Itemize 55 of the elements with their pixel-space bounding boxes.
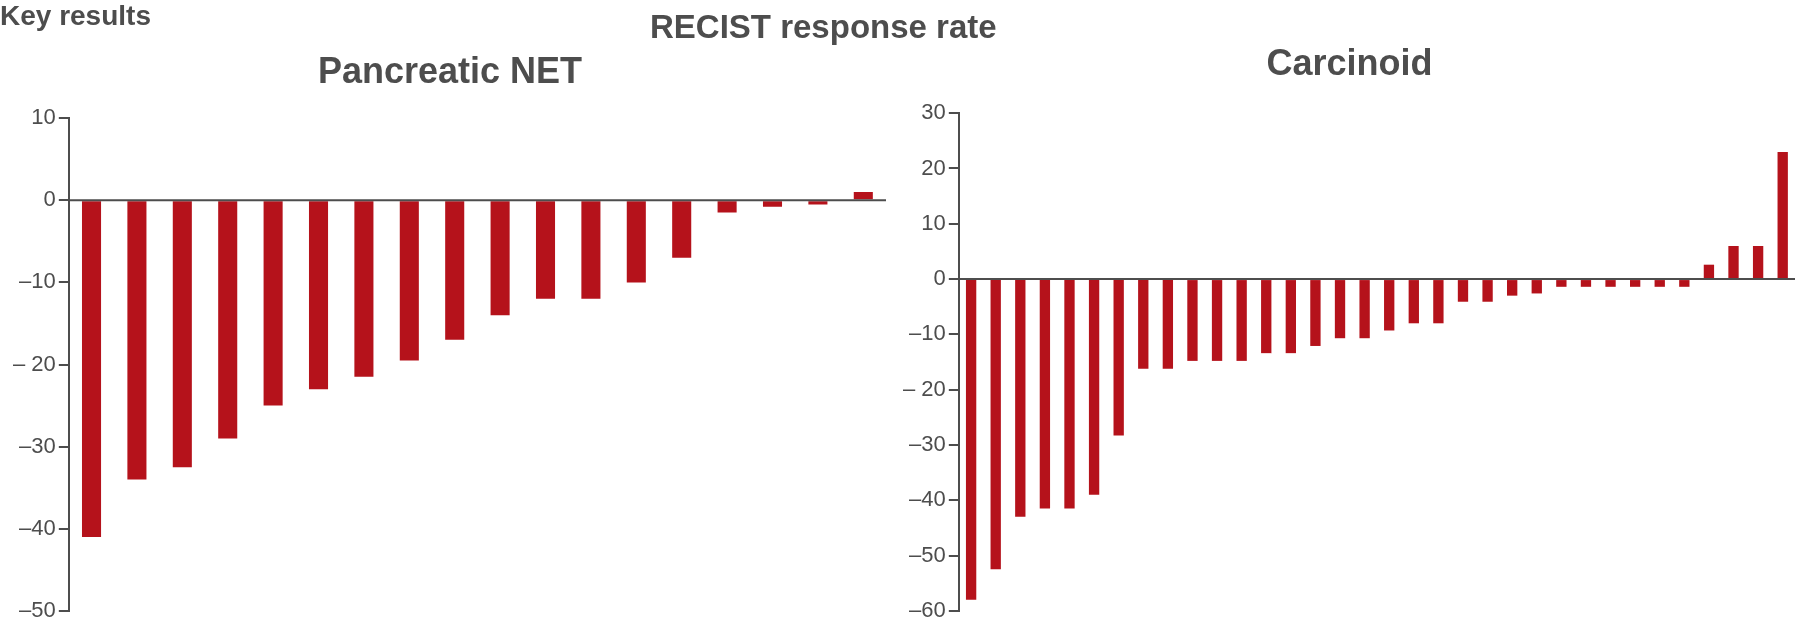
bar: [1408, 280, 1419, 324]
bar: [1236, 280, 1247, 361]
y-tick-label: 10: [921, 209, 946, 235]
bar: [1580, 280, 1592, 287]
y-tick-label: –40: [909, 486, 946, 512]
y-tick-label: –30: [909, 431, 946, 456]
bar: [1039, 280, 1051, 509]
y-tick-label: 30: [921, 99, 946, 125]
bar: [1310, 280, 1321, 346]
bar: [1359, 280, 1370, 339]
chart-title: Pancreatic NET: [316, 50, 584, 92]
bar: [1507, 280, 1518, 296]
y-tick-label: –50: [19, 596, 56, 622]
bar: [1138, 280, 1149, 369]
bar: [1556, 280, 1567, 287]
bar: [965, 280, 977, 600]
y-tick-label: 0: [43, 186, 56, 212]
bar: [1531, 280, 1542, 294]
y-tick-label: 0: [933, 265, 946, 291]
bar: [1113, 280, 1124, 436]
bar: [1629, 280, 1641, 287]
y-tick-label: –50: [909, 541, 946, 567]
bar: [1728, 245, 1739, 279]
bar: [1482, 280, 1493, 302]
y-tick-label: –10: [909, 320, 946, 346]
y-tick-label: 10: [31, 104, 56, 130]
bar: [990, 280, 1001, 570]
bar: [1384, 280, 1395, 331]
y-tick-label: –10: [19, 268, 56, 294]
bar: [1187, 280, 1198, 361]
text: Key results: [0, 0, 151, 32]
bar: [1679, 280, 1690, 287]
bar: [1334, 280, 1346, 339]
bar: [1088, 280, 1100, 495]
y-tick-label: –40: [19, 514, 56, 540]
bar: [1162, 280, 1174, 369]
bar: [1064, 280, 1075, 509]
text: RECIST response rate: [650, 8, 997, 46]
bar: [1605, 280, 1616, 287]
y-tick-label: 20: [921, 154, 946, 180]
bar: [1285, 280, 1296, 354]
bar: [1654, 280, 1665, 287]
bar: [1752, 245, 1764, 279]
bar: [1457, 280, 1469, 302]
y-tick-label: –60: [909, 596, 946, 622]
bar: [1261, 280, 1272, 354]
bar: [1703, 264, 1715, 279]
y-tick-label: – 20: [12, 350, 56, 376]
bar: [1433, 280, 1444, 324]
y-tick-label: –30: [19, 432, 56, 458]
y-tick-label: – 20: [902, 375, 946, 401]
bar: [1211, 280, 1223, 361]
bar: [1015, 280, 1026, 517]
chart-title: Carcinoid: [1266, 42, 1433, 83]
bar: [1777, 151, 1788, 279]
